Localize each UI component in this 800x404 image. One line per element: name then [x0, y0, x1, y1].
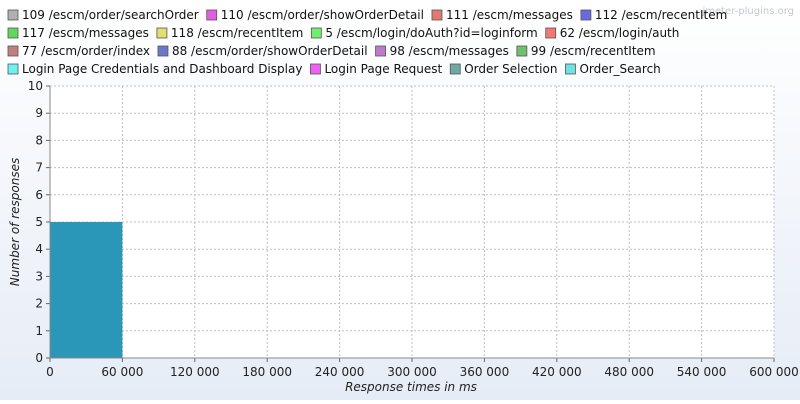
watermark-text: jmeter-plugins.org — [701, 6, 794, 17]
x-tick-label: 540 000 — [677, 365, 727, 379]
y-tick-label: 4 — [35, 242, 43, 256]
legend-item: Order Selection — [449, 62, 557, 76]
legend-swatch — [375, 45, 386, 57]
legend-swatch — [7, 9, 19, 21]
y-tick-label: 7 — [35, 161, 43, 175]
legend-item: Login Page Request — [310, 62, 443, 76]
legend-label: Order_Search — [579, 62, 660, 76]
legend-item: 5 /escm/login/doAuth?id=loginform — [310, 26, 538, 40]
x-tick-label: 0 — [46, 365, 54, 379]
y-tick-label: 2 — [35, 297, 43, 311]
legend-swatch — [431, 9, 443, 21]
legend-item: 111 /escm/messages — [431, 8, 573, 22]
y-tick-label: 1 — [35, 324, 43, 338]
legend-item: Order_Search — [565, 62, 661, 76]
legend-label: 77 /escm/order/index — [22, 44, 150, 58]
legend-item: 77 /escm/order/index — [7, 44, 150, 58]
legend-swatch — [565, 63, 576, 75]
legend-label: 117 /escm/messages — [22, 26, 149, 40]
y-tick-label: 8 — [35, 133, 43, 147]
legend-label: Login Page Request — [324, 62, 442, 76]
legend-item: 109 /escm/order/searchOrder — [7, 8, 199, 22]
legend-label: Order Selection — [464, 62, 557, 76]
x-tick-label: 120 000 — [170, 365, 220, 379]
y-tick-label: 3 — [35, 269, 43, 283]
legend-swatch — [7, 27, 19, 39]
y-axis-title: Number of responses — [8, 158, 22, 286]
x-axis-title: Response times in ms — [345, 380, 477, 394]
legend-swatch — [156, 27, 168, 39]
x-tick-label: 420 000 — [532, 365, 582, 379]
legend-item: 110 /escm/order/showOrderDetail — [206, 8, 424, 22]
legend-swatch — [545, 27, 557, 39]
x-tick-label: 600 000 — [749, 365, 799, 379]
legend-swatch — [7, 45, 19, 57]
legend-swatch — [310, 27, 322, 39]
legend-swatch — [580, 9, 592, 21]
legend-swatch — [449, 63, 461, 75]
legend-item: 99 /escm/recentItem — [516, 44, 656, 58]
y-tick-label: 5 — [35, 215, 43, 229]
x-tick-label: 300 000 — [387, 365, 437, 379]
legend-swatch — [206, 9, 218, 21]
legend-swatch — [7, 63, 19, 75]
legend-swatch — [157, 45, 169, 57]
legend-label: 112 /escm/recentItem — [595, 8, 727, 22]
legend-label: 88 /escm/order/showOrderDetail — [172, 44, 368, 58]
x-tick-label: 60 000 — [101, 365, 143, 379]
legend-label: 110 /escm/order/showOrderDetail — [221, 8, 424, 22]
histogram-bar — [50, 222, 123, 358]
x-tick-label: 240 000 — [315, 365, 365, 379]
y-tick-label: 9 — [35, 106, 43, 120]
legend-item: 62 /escm/login/auth — [545, 26, 680, 40]
legend-label: 5 /escm/login/doAuth?id=loginform — [325, 26, 537, 40]
y-tick-label: 6 — [35, 188, 43, 202]
legend-item: 88 /escm/order/showOrderDetail — [157, 44, 368, 58]
legend-label: 109 /escm/order/searchOrder — [22, 8, 199, 22]
x-tick-label: 360 000 — [460, 365, 510, 379]
y-tick-label: 10 — [28, 79, 43, 93]
legend-label: 62 /escm/login/auth — [560, 26, 680, 40]
legend-label: Login Page Credentials and Dashboard Dis… — [22, 62, 302, 76]
x-tick-label: 180 000 — [242, 365, 292, 379]
y-tick-label: 0 — [35, 351, 43, 365]
legend-swatch — [310, 63, 321, 75]
legend-label: 99 /escm/recentItem — [531, 44, 656, 58]
legend-item: 112 /escm/recentItem — [580, 8, 727, 22]
legend-item: Login Page Credentials and Dashboard Dis… — [7, 62, 302, 76]
legend-label: 98 /escm/messages — [390, 44, 509, 58]
legend-item: 117 /escm/messages — [7, 26, 149, 40]
legend-swatch — [516, 45, 528, 57]
legend-item: 98 /escm/messages — [375, 44, 509, 58]
plot-area: 0 1 2 3 4 5 6 7 8 9 10 0 60 000 120 000 180 000 240 000… — [28, 79, 799, 379]
legend-item: 118 /escm/recentItem — [156, 26, 303, 40]
legend-label: 118 /escm/recentItem — [171, 26, 303, 40]
x-tick-label: 480 000 — [604, 365, 654, 379]
legend: 109 /escm/order/searchOrder 110 /escm/ord… — [7, 8, 727, 76]
legend-label: 111 /escm/messages — [446, 8, 573, 22]
